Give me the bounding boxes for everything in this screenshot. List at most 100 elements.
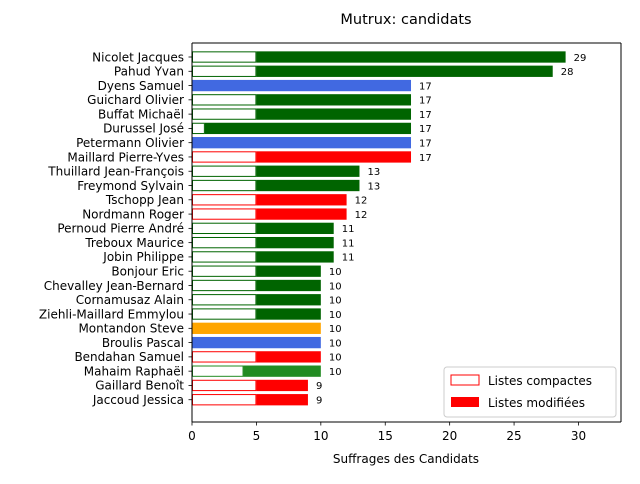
y-tick-label: Mahaim Raphaël [84, 364, 184, 378]
bar-compact [192, 179, 257, 192]
bar-modified [256, 165, 360, 177]
y-tick-label: Bendahan Samuel [74, 350, 184, 364]
y-tick-label: Nicolet Jacques [92, 50, 184, 64]
y-tick-label: Thuillard Jean-François [47, 165, 184, 179]
bar-modified [256, 279, 321, 292]
value-label: 13 [367, 167, 380, 178]
value-label: 17 [419, 124, 432, 135]
bar-compact [192, 94, 257, 106]
y-tick-label: Dyens Samuel [98, 79, 184, 93]
bar-modified [256, 222, 334, 235]
bar-compact [192, 365, 244, 377]
bar-compact [192, 394, 257, 406]
bar-modified [256, 308, 321, 320]
x-tick-label: 10 [313, 429, 328, 443]
y-tick-label: Freymond Sylvain [77, 179, 184, 193]
bar-modified [256, 194, 347, 206]
bar-compact [192, 351, 257, 363]
value-label: 17 [419, 153, 432, 164]
bar-compact [192, 51, 257, 63]
value-label: 10 [329, 281, 342, 292]
x-axis-label: Suffrages des Candidats [333, 452, 479, 466]
value-label: 11 [342, 253, 355, 264]
y-tick-label: Jobin Philippe [102, 250, 184, 264]
chart-title: Mutrux: candidats [340, 12, 471, 28]
value-label: 10 [329, 267, 342, 278]
y-tick-label: Broulis Pascal [102, 336, 184, 350]
value-label: 12 [355, 210, 368, 221]
bar-compact [192, 122, 205, 135]
bar-compact [192, 279, 257, 292]
y-tick-label: Cornamusaz Alain [76, 293, 184, 307]
bar-compact [192, 308, 257, 320]
y-tick-label: Gaillard Benoît [95, 379, 184, 393]
bar-modified [256, 108, 412, 120]
bar-modified [256, 251, 334, 263]
y-tick-label: Treboux Maurice [84, 236, 184, 250]
y-tick-label: Tschopp Jean [105, 193, 184, 207]
legend-swatch-compact [450, 374, 480, 386]
bar-compact [192, 251, 257, 263]
value-label: 12 [355, 196, 368, 207]
bar-modified [256, 208, 347, 220]
bar-modified [256, 379, 308, 392]
bar-compact [192, 65, 257, 77]
y-tick-label: Montandon Steve [78, 322, 184, 336]
legend-swatch-modified [451, 397, 479, 407]
y-tick-label: Bonjour Eric [111, 265, 184, 279]
value-label: 28 [561, 67, 574, 78]
y-tick-label: Pernoud Pierre André [57, 222, 184, 236]
bar-modified [256, 236, 334, 249]
x-tick-label: 30 [571, 429, 586, 443]
value-label: 11 [342, 224, 355, 235]
y-tick-label: Pahud Yvan [114, 65, 184, 79]
bar-modified [256, 94, 412, 106]
bar-modified [243, 365, 321, 377]
bar-modified [256, 265, 321, 277]
bar-modified [192, 322, 321, 334]
value-label: 17 [419, 138, 432, 149]
value-label: 17 [419, 96, 432, 107]
bar-compact [192, 165, 257, 177]
bar-compact [192, 194, 257, 206]
y-tick-label: Chevalley Jean-Bernard [44, 279, 184, 293]
y-tick-label: Buffat Michaël [98, 107, 184, 121]
y-tick-label: Petermann Olivier [76, 136, 184, 150]
legend-label-compact: Listes compactes [488, 374, 592, 388]
bar-modified [192, 137, 412, 149]
x-tick-label: 25 [506, 429, 521, 443]
bar-compact [192, 151, 257, 163]
legend-label-modified: Listes modifiées [488, 396, 585, 410]
value-labels: 2928171717171717131312121111111010101010… [316, 53, 586, 407]
value-label: 10 [329, 367, 342, 378]
bar-modified [192, 336, 321, 349]
bar-compact [192, 108, 257, 120]
bar-compact [192, 379, 257, 392]
value-label: 17 [419, 110, 432, 121]
value-label: 10 [329, 338, 342, 349]
y-tick-label: Jaccoud Jessica [92, 393, 184, 407]
bar-compact [192, 265, 257, 277]
bar-modified [256, 51, 566, 63]
legend: Listes compactes Listes modifiées [443, 366, 617, 418]
y-tick-label: Durussel José [103, 122, 184, 136]
x-tick-label: 20 [442, 429, 457, 443]
value-label: 10 [329, 310, 342, 321]
value-label: 13 [367, 181, 380, 192]
axes: 0 5 10 15 20 25 30 [188, 42, 622, 443]
legend-frame [443, 366, 617, 418]
bar-modified [256, 151, 412, 163]
bar-modified [256, 394, 308, 406]
bars-layer [192, 51, 566, 406]
y-tick-label: Guichard Olivier [87, 93, 184, 107]
y-tick-label: Maillard Pierre-Yves [67, 150, 184, 164]
bar-modified [204, 122, 412, 135]
value-label: 9 [316, 396, 322, 407]
bar-compact [192, 222, 257, 235]
value-label: 17 [419, 81, 432, 92]
bar-modified [256, 179, 360, 192]
value-label: 9 [316, 381, 322, 392]
bar-compact [192, 208, 257, 220]
